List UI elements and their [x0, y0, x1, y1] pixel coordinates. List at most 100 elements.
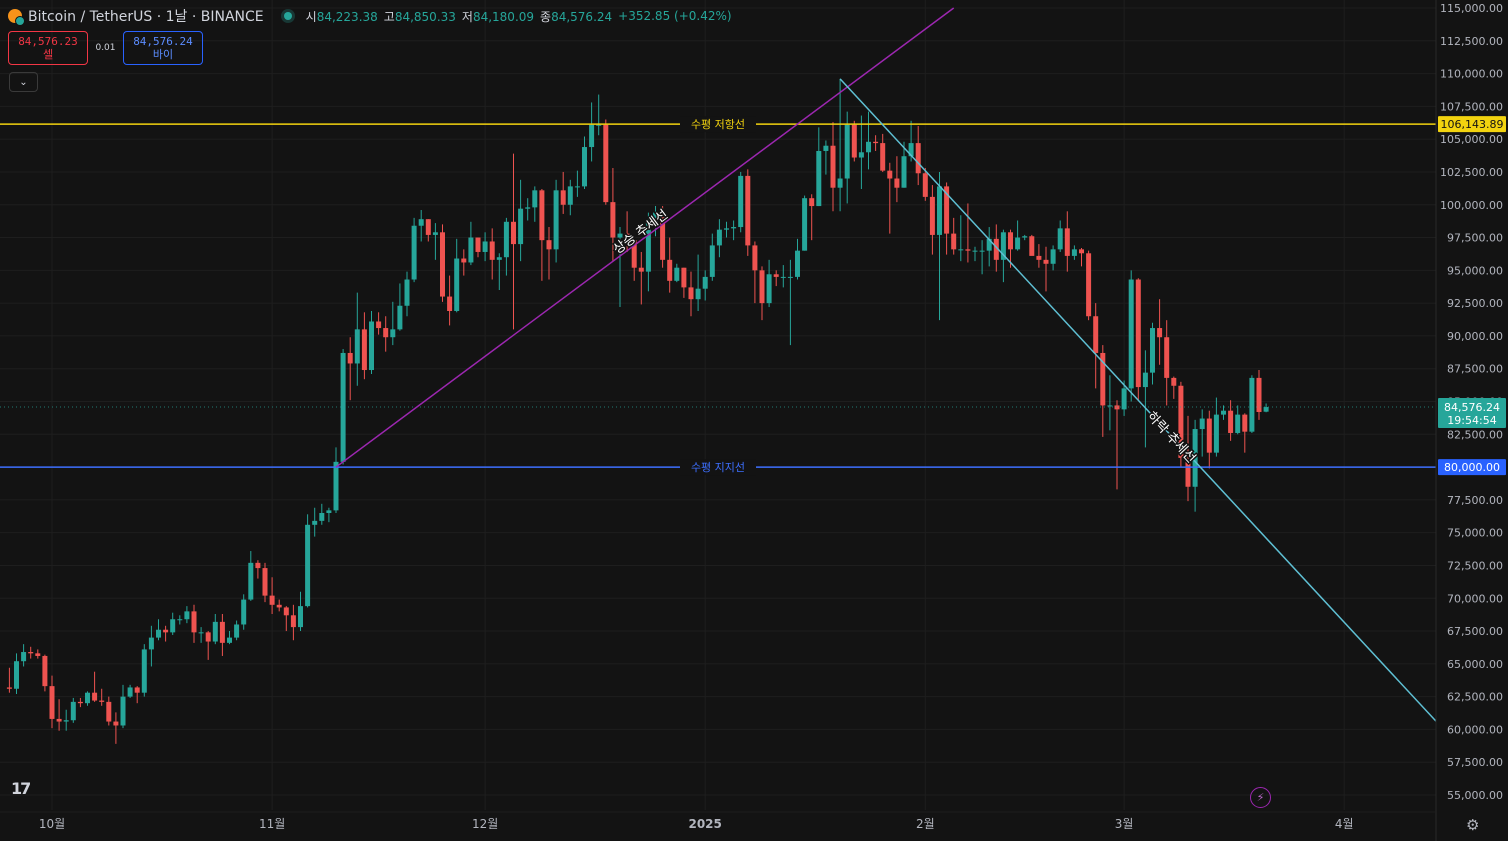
tradingview-logo-icon[interactable]: 17	[11, 779, 31, 798]
sell-button[interactable]: 84,576.23 셀	[8, 31, 88, 65]
market-status-dot[interactable]	[283, 12, 292, 20]
candle-body	[1178, 385, 1184, 458]
candle-body	[482, 241, 488, 252]
candle-body	[425, 219, 431, 235]
candle-body	[844, 124, 850, 179]
candle-body	[454, 258, 460, 311]
candle-body	[645, 221, 651, 272]
candle-body	[241, 599, 247, 625]
lightning-icon[interactable]: ⚡	[1250, 787, 1271, 808]
candle-body	[1185, 457, 1191, 487]
candle-body	[77, 701, 83, 704]
candle-body	[234, 624, 240, 638]
price-tick-label: 97,500.00	[1447, 232, 1503, 245]
candle-body	[440, 232, 445, 297]
buy-price: 84,576.24	[133, 35, 193, 48]
candle-body	[411, 225, 417, 280]
price-tick-label: 102,500.00	[1440, 166, 1503, 179]
resistance-price-badge: 106,143.89	[1441, 118, 1504, 131]
price-tick-label: 60,000.00	[1447, 723, 1503, 736]
spread-value: 0.01	[95, 43, 116, 53]
candle-body	[752, 245, 758, 271]
open-label: 시	[305, 9, 317, 24]
candle-body	[262, 568, 268, 596]
candle-body	[908, 143, 914, 157]
candle-body	[1135, 279, 1141, 388]
candle-body	[873, 141, 879, 144]
candle-body	[177, 619, 183, 621]
candle-body	[858, 152, 864, 158]
price-tick-label: 87,500.00	[1447, 363, 1503, 376]
symbol-title[interactable]: Bitcoin / TetherUS · 1날 · BINANCE	[28, 9, 264, 25]
candle-body	[1043, 259, 1049, 264]
candle-body	[418, 219, 424, 226]
candle-body	[1213, 414, 1219, 453]
candle-body	[929, 196, 935, 235]
candle-body	[901, 156, 907, 188]
candle-body	[560, 190, 566, 205]
candle-body	[1064, 228, 1070, 256]
candle-body	[475, 237, 481, 252]
candle-body	[993, 238, 999, 260]
candle-body	[837, 178, 843, 188]
gear-icon[interactable]: ⚙	[1466, 816, 1480, 834]
time-axis[interactable]: 10월 11월 12월 2025 2월 3월 4월	[0, 811, 1436, 831]
candle-body	[1192, 429, 1198, 487]
candle-body	[617, 233, 623, 238]
candle-body	[745, 175, 751, 246]
time-tick-label: 3월	[1115, 817, 1134, 831]
low-label: 저	[461, 9, 473, 24]
candle-body	[63, 720, 69, 722]
candle-body	[780, 276, 786, 278]
change-value: +352.85 (+0.42%)	[618, 9, 732, 23]
candle-body	[1206, 418, 1212, 453]
candle-body	[880, 143, 886, 171]
candle-body	[674, 267, 680, 281]
candle-body	[688, 287, 694, 300]
uptrend-line	[335, 7, 955, 468]
candle-body	[1107, 405, 1113, 407]
close-label: 종	[540, 9, 552, 24]
candle-body	[731, 227, 737, 229]
candle-body	[653, 212, 658, 222]
chevron-down-icon: ⌄	[19, 76, 28, 88]
buy-button[interactable]: 84,576.24 바이	[123, 31, 203, 65]
candle-body	[1242, 414, 1248, 432]
candle-body	[532, 190, 538, 208]
candle-body	[489, 241, 495, 260]
candle-body	[1249, 377, 1255, 432]
candle-body	[1150, 328, 1155, 373]
candle-body	[1000, 232, 1006, 260]
candle-body	[113, 721, 119, 726]
candle-body	[759, 270, 765, 304]
candle-body	[830, 145, 836, 188]
candle-body	[716, 229, 722, 246]
candle-body	[461, 258, 467, 263]
candle-body	[1029, 236, 1035, 256]
candle-body	[496, 257, 502, 260]
candle-body	[795, 250, 800, 277]
candle-body	[511, 221, 516, 245]
ohlc-readout: 시84,223.38 고84,850.33 저84,180.09 종84,576…	[306, 8, 732, 25]
sell-price: 84,576.23	[18, 35, 78, 48]
price-tick-label: 75,000.00	[1447, 527, 1503, 540]
candle-body	[937, 186, 942, 235]
candle-body	[1050, 249, 1056, 264]
candle-body	[539, 190, 545, 241]
price-tick-label: 107,500.00	[1440, 100, 1503, 113]
price-axis[interactable]: 55,000.00 57,500.00 60,000.00 62,500.00 65,0…	[1435, 0, 1508, 841]
close-value: 84,576.24	[551, 9, 613, 24]
candle-body	[205, 632, 211, 642]
candle-body	[638, 267, 644, 272]
candle-body	[667, 259, 673, 281]
candle-body	[134, 687, 140, 693]
candle-body	[631, 240, 637, 268]
candle-body	[574, 186, 580, 188]
candle-body	[354, 329, 360, 364]
candle-body	[198, 632, 204, 634]
downtrend-line	[839, 78, 1445, 730]
collapse-legend-button[interactable]: ⌄	[9, 72, 38, 92]
candle-body	[972, 250, 978, 252]
candle-body	[802, 198, 808, 251]
